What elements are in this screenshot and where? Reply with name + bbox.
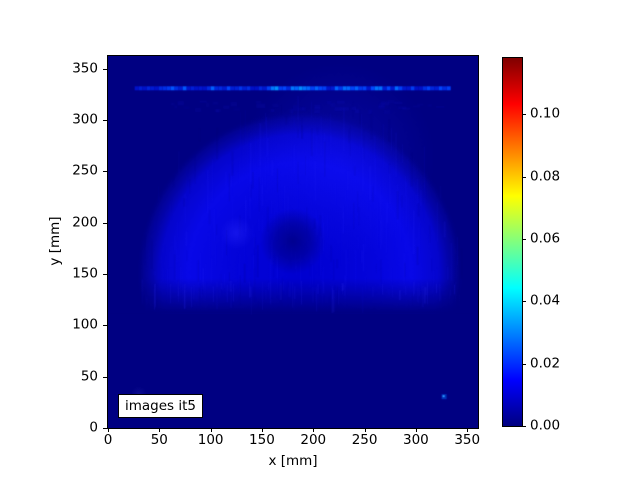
- colorbar-tick: [522, 176, 526, 178]
- y-tick: [103, 222, 107, 224]
- x-tick: [261, 428, 263, 432]
- x-tick-label: 100: [197, 432, 224, 448]
- heatmap-canvas: [108, 56, 478, 428]
- y-tick: [103, 171, 107, 173]
- y-tick: [103, 274, 107, 276]
- colorbar-tick: [522, 114, 526, 116]
- colorbar-tick: [522, 363, 526, 365]
- colorbar-tick: [522, 426, 526, 427]
- y-tick: [103, 68, 107, 70]
- y-tick: [103, 428, 107, 429]
- x-tick-label: 200: [300, 432, 327, 448]
- colorbar-tick-label: 0.10: [530, 105, 561, 122]
- y-axis-label: y [mm]: [47, 216, 63, 266]
- annotation-box: images it5: [118, 394, 204, 418]
- colorbar-tick-label: 0.02: [530, 355, 561, 372]
- x-tick-label: 0: [103, 432, 113, 448]
- y-tick: [103, 325, 107, 327]
- x-tick: [467, 428, 469, 432]
- y-tick-label: 350: [72, 60, 98, 77]
- x-tick-label: 150: [249, 432, 275, 448]
- y-tick-label: 100: [72, 316, 98, 333]
- y-tick-label: 300: [72, 111, 98, 128]
- colorbar: [502, 57, 523, 427]
- x-tick: [108, 428, 109, 432]
- y-tick-label: 150: [72, 265, 98, 282]
- y-tick: [103, 120, 107, 122]
- x-tick: [415, 428, 417, 432]
- x-tick: [210, 428, 212, 432]
- colorbar-tick: [522, 238, 526, 240]
- colorbar-tick-label: 0.04: [530, 292, 561, 309]
- x-axis-label: x [mm]: [268, 453, 318, 469]
- colorbar-tick-label: 0.00: [530, 417, 561, 434]
- x-tick-label: 50: [150, 432, 168, 448]
- plot-frame: [107, 55, 479, 429]
- x-tick: [313, 428, 315, 432]
- x-tick: [159, 428, 161, 432]
- colorbar-tick-label: 0.08: [530, 168, 561, 184]
- y-tick-label: 50: [80, 368, 98, 385]
- y-tick: [103, 376, 107, 378]
- y-tick-label: 200: [72, 214, 98, 231]
- y-tick-label: 0: [89, 419, 98, 436]
- annotation-label: images it5: [125, 398, 197, 414]
- y-tick-label: 250: [72, 162, 98, 179]
- x-tick-label: 300: [403, 432, 429, 448]
- colorbar-tick: [522, 301, 526, 303]
- x-tick: [364, 428, 366, 432]
- colorbar-tick-label: 0.06: [530, 230, 561, 247]
- x-tick-label: 250: [351, 432, 378, 448]
- x-tick-label: 350: [454, 432, 481, 448]
